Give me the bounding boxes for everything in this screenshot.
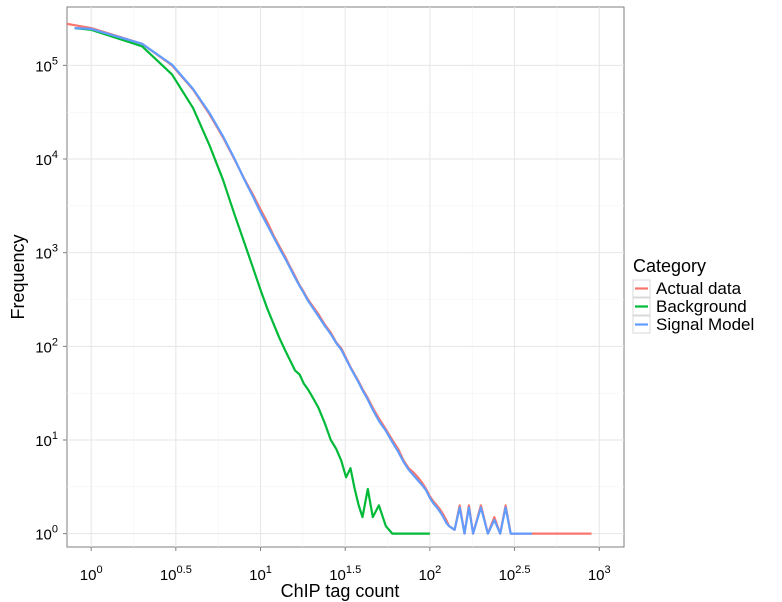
- x-axis-ticks: 100 100.5 101 101.5 102 102.5 103: [80, 547, 611, 584]
- y-tick-label: 104: [35, 149, 58, 169]
- legend-title: Category: [633, 256, 706, 276]
- y-axis-ticks: 100 101 102 103 104 105: [35, 55, 67, 544]
- y-tick-label: 100: [35, 524, 58, 544]
- legend-item-actual-data: Actual data: [632, 279, 742, 298]
- legend-item-signal-model: Signal Model: [632, 315, 754, 334]
- y-tick-label: 102: [35, 336, 58, 356]
- legend-label: Signal Model: [656, 315, 754, 334]
- legend-item-background: Background: [632, 297, 747, 316]
- series-line-background: [74, 27, 430, 535]
- x-axis-title: ChIP tag count: [281, 581, 400, 601]
- x-tick-label: 100.5: [160, 564, 192, 584]
- y-tick-label: 101: [35, 430, 58, 450]
- y-axis-title: Frequency: [8, 234, 28, 319]
- series-lines: [67, 22, 592, 535]
- x-tick-label: 102: [418, 564, 441, 584]
- legend-label: Background: [656, 297, 747, 316]
- y-tick-label: 105: [35, 55, 58, 75]
- x-tick-label: 101: [249, 564, 272, 584]
- y-tick-label: 103: [35, 243, 58, 263]
- legend-label: Actual data: [656, 279, 742, 298]
- x-tick-label: 102.5: [499, 564, 531, 584]
- x-tick-label: 100: [80, 564, 103, 584]
- x-tick-label: 101.5: [329, 564, 361, 584]
- series-line-signal-model: [74, 27, 532, 535]
- x-tick-label: 103: [588, 564, 611, 584]
